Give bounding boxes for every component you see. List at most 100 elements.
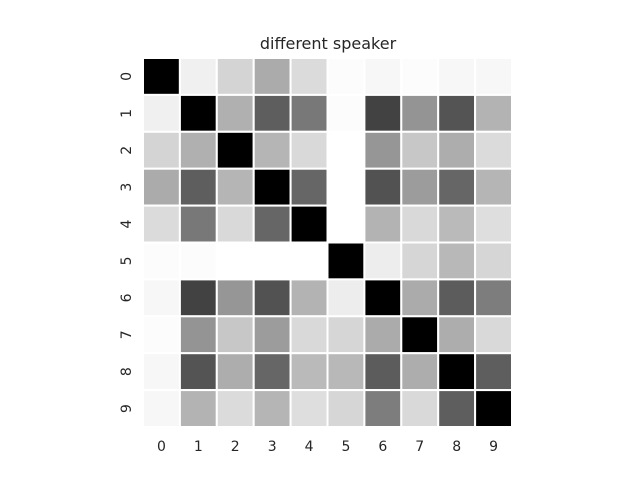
x-tick-label-7: 7 xyxy=(415,439,424,455)
heatmap-cell-5-5 xyxy=(326,241,366,281)
heatmap-cell-6-7 xyxy=(400,278,440,318)
heatmap-cell-1-7 xyxy=(400,93,440,133)
heatmap-cell-2-3 xyxy=(252,130,292,170)
heatmap-cell-6-6 xyxy=(363,278,403,318)
heatmap-cell-7-0 xyxy=(142,315,181,355)
heatmap-cell-8-1 xyxy=(178,352,218,392)
heatmap-cell-5-0 xyxy=(142,241,181,281)
x-tick-label-6: 6 xyxy=(378,439,387,455)
heatmap-cell-5-2 xyxy=(215,241,255,281)
heatmap-cell-9-3 xyxy=(252,389,292,429)
heatmap-cell-1-3 xyxy=(252,93,292,133)
heatmap-cell-2-4 xyxy=(289,130,329,170)
chart-title: different speaker xyxy=(260,34,397,53)
x-tick-label-8: 8 xyxy=(452,439,461,455)
heatmap-cell-9-1 xyxy=(178,389,218,429)
y-tick-label-1: 1 xyxy=(119,109,135,118)
heatmap-cell-9-7 xyxy=(400,389,440,429)
heatmap-cell-4-1 xyxy=(178,204,218,244)
heatmap-cell-0-3 xyxy=(252,57,292,96)
heatmap-cell-9-9 xyxy=(474,389,514,429)
heatmap-cell-1-8 xyxy=(437,93,477,133)
heatmap-cell-8-5 xyxy=(326,352,366,392)
y-tick-label-3: 3 xyxy=(119,183,135,192)
heatmap-cell-0-6 xyxy=(363,57,403,96)
heatmap-cell-6-4 xyxy=(289,278,329,318)
heatmap-cell-0-7 xyxy=(400,57,440,96)
heatmap-cell-8-2 xyxy=(215,352,255,392)
heatmap-cell-7-1 xyxy=(178,315,218,355)
heatmap-cell-6-2 xyxy=(215,278,255,318)
heatmap-cell-6-5 xyxy=(326,278,366,318)
heatmap-cell-7-2 xyxy=(215,315,255,355)
heatmap-cell-0-1 xyxy=(178,57,218,96)
y-tick-label-0: 0 xyxy=(119,72,135,81)
y-tick-label-2: 2 xyxy=(119,146,135,155)
heatmap-cell-8-8 xyxy=(437,352,477,392)
y-tick-label-5: 5 xyxy=(119,256,135,265)
heatmap-cell-3-5 xyxy=(326,167,366,207)
heatmap-cell-3-3 xyxy=(252,167,292,207)
x-tick-label-3: 3 xyxy=(268,439,277,455)
heatmap-cell-4-0 xyxy=(142,204,181,244)
heatmap-cell-6-0 xyxy=(142,278,181,318)
heatmap-cell-2-9 xyxy=(474,130,514,170)
heatmap-cell-8-4 xyxy=(289,352,329,392)
heatmap-cell-0-2 xyxy=(215,57,255,96)
heatmap-cell-2-6 xyxy=(363,130,403,170)
heatmap-cell-3-6 xyxy=(363,167,403,207)
heatmap-cell-3-0 xyxy=(142,167,181,207)
heatmap-cell-8-7 xyxy=(400,352,440,392)
heatmap-cell-4-6 xyxy=(363,204,403,244)
heatmap-cell-3-7 xyxy=(400,167,440,207)
heatmap-cell-3-9 xyxy=(474,167,514,207)
heatmap-cell-3-1 xyxy=(178,167,218,207)
heatmap-cell-7-9 xyxy=(474,315,514,355)
x-tick-label-1: 1 xyxy=(194,439,203,455)
heatmap-cell-8-0 xyxy=(142,352,181,392)
heatmap-cell-5-8 xyxy=(437,241,477,281)
heatmap-cell-5-1 xyxy=(178,241,218,281)
y-axis-tick-labels: 0 1 2 3 4 5 6 7 8 9 xyxy=(119,72,135,413)
heatmap-cells xyxy=(142,57,514,429)
y-tick-label-7: 7 xyxy=(119,330,135,339)
heatmap-cell-7-3 xyxy=(252,315,292,355)
heatmap-cell-7-7 xyxy=(400,315,440,355)
heatmap-cell-4-3 xyxy=(252,204,292,244)
heatmap-cell-4-2 xyxy=(215,204,255,244)
heatmap-cell-5-7 xyxy=(400,241,440,281)
heatmap-cell-1-5 xyxy=(326,93,366,133)
heatmap-cell-7-5 xyxy=(326,315,366,355)
heatmap-cell-4-7 xyxy=(400,204,440,244)
heatmap-cell-0-0 xyxy=(142,57,181,96)
y-tick-label-6: 6 xyxy=(119,293,135,302)
heatmap-cell-5-6 xyxy=(363,241,403,281)
x-tick-label-9: 9 xyxy=(489,439,498,455)
heatmap-cell-3-4 xyxy=(289,167,329,207)
heatmap-cell-0-4 xyxy=(289,57,329,96)
heatmap-cell-2-2 xyxy=(215,130,255,170)
heatmap-cell-3-8 xyxy=(437,167,477,207)
heatmap-cell-1-1 xyxy=(178,93,218,133)
heatmap-cell-2-0 xyxy=(142,130,181,170)
heatmap-cell-1-0 xyxy=(142,93,181,133)
heatmap-cell-9-6 xyxy=(363,389,403,429)
heatmap-cell-0-9 xyxy=(474,57,514,96)
heatmap-cell-5-9 xyxy=(474,241,514,281)
heatmap-cell-1-9 xyxy=(474,93,514,133)
heatmap-cell-7-4 xyxy=(289,315,329,355)
x-tick-label-2: 2 xyxy=(231,439,240,455)
heatmap-cell-7-6 xyxy=(363,315,403,355)
heatmap-cell-4-4 xyxy=(289,204,329,244)
heatmap-cell-9-8 xyxy=(437,389,477,429)
heatmap-cell-6-9 xyxy=(474,278,514,318)
heatmap-cell-7-8 xyxy=(437,315,477,355)
heatmap-cell-0-5 xyxy=(326,57,366,96)
heatmap-cell-8-9 xyxy=(474,352,514,392)
heatmap-cell-6-1 xyxy=(178,278,218,318)
y-tick-label-4: 4 xyxy=(119,220,135,229)
heatmap-cell-1-2 xyxy=(215,93,255,133)
heatmap-cell-4-8 xyxy=(437,204,477,244)
heatmap-cell-8-3 xyxy=(252,352,292,392)
x-tick-label-0: 0 xyxy=(157,439,166,455)
